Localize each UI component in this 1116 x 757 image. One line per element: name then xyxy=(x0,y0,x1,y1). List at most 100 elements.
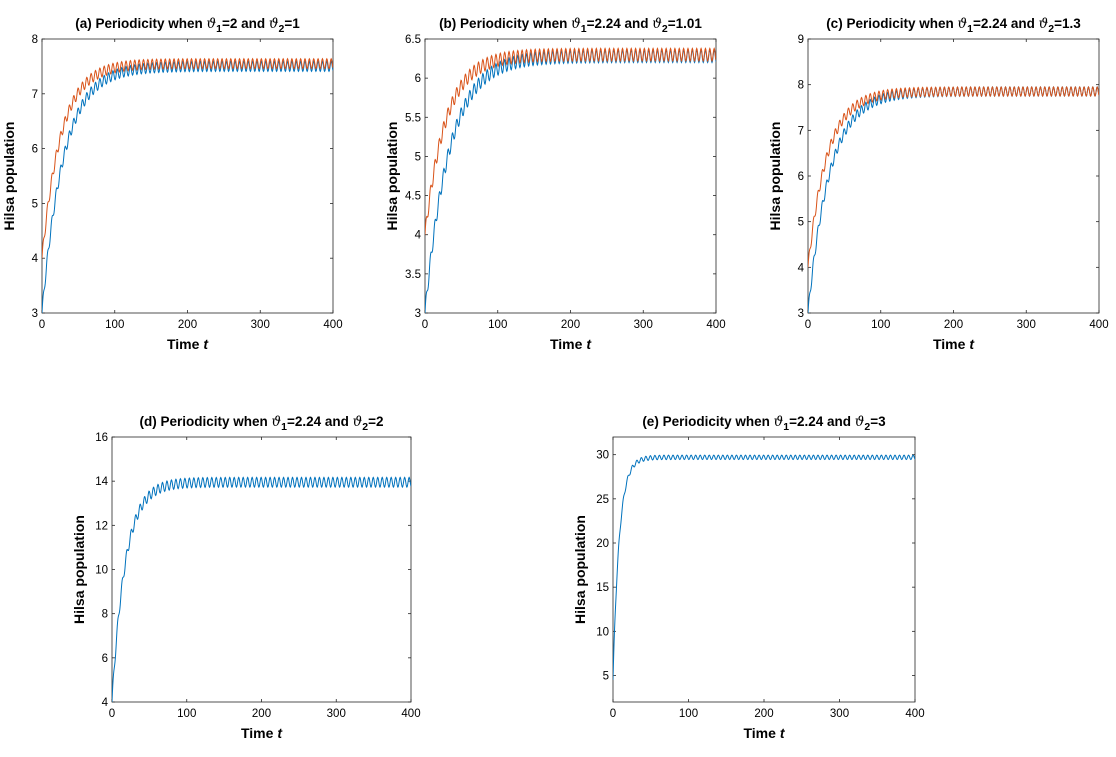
title-part: 2 xyxy=(279,23,285,35)
x-axis-label-text: Time xyxy=(933,336,966,352)
x-axis-label: Time t xyxy=(933,336,975,352)
y-tick-label: 16 xyxy=(95,432,108,444)
x-axis-label-text: Time xyxy=(167,336,200,352)
title-part: =2 xyxy=(368,414,383,429)
title-part: =2 and xyxy=(222,16,269,31)
title-part: (a) Periodicity when xyxy=(75,16,206,31)
y-tick-label: 8 xyxy=(32,34,38,46)
chart-panel-4: 0 100 200 300 400 5 10 15 20 25 30 (e) Periodicity … xyxy=(572,414,925,741)
x-tick-label: 0 xyxy=(39,319,45,331)
x-tick-label: 0 xyxy=(109,708,115,720)
x-axis-label: Time t xyxy=(167,336,209,352)
title-part: ϑ xyxy=(1039,16,1049,32)
title-part: 2 xyxy=(1048,23,1054,35)
y-tick-label: 7 xyxy=(32,89,38,101)
y-tick-label: 6.5 xyxy=(405,34,421,46)
title-part: 2 xyxy=(662,23,668,35)
title-part: =1 xyxy=(284,16,300,31)
y-tick-label: 5 xyxy=(603,671,609,683)
plot-area xyxy=(41,38,334,314)
series-line-blue xyxy=(42,60,333,313)
chart-title: (c) Periodicity when ϑ1=2.24 and ϑ2=1.3 xyxy=(826,16,1081,35)
y-tick-label: 7 xyxy=(798,125,804,137)
title-part: =1.3 xyxy=(1054,16,1081,31)
x-tick-label: 300 xyxy=(830,708,849,720)
series-line-orange xyxy=(808,85,1099,268)
y-tick-label: 3 xyxy=(32,308,38,320)
x-tick-label: 400 xyxy=(323,319,342,331)
y-tick-label: 10 xyxy=(596,626,609,638)
y-tick-label: 3.5 xyxy=(405,269,421,281)
x-tick-label: 0 xyxy=(422,319,428,331)
title-part: 1 xyxy=(581,23,587,35)
x-tick-label: 100 xyxy=(488,319,507,331)
chart-title: (b) Periodicity when ϑ1=2.24 and ϑ2=1.01 xyxy=(439,16,702,35)
x-axis-label-variable: t xyxy=(780,725,786,741)
x-tick-label: 200 xyxy=(754,708,773,720)
title-part: 1 xyxy=(216,23,222,35)
plot-area xyxy=(612,436,916,703)
x-axis-label-text: Time xyxy=(550,336,583,352)
y-axis-label: Hilsa population xyxy=(572,515,588,624)
y-tick-label: 30 xyxy=(596,450,609,462)
title-part: ϑ xyxy=(271,414,281,430)
title-part: ϑ xyxy=(353,414,363,430)
y-tick-label: 14 xyxy=(95,476,108,488)
series-line-blue xyxy=(112,476,411,702)
y-tick-label: 15 xyxy=(596,582,609,594)
x-tick-label: 400 xyxy=(706,319,725,331)
x-tick-label: 0 xyxy=(805,319,811,331)
y-tick-label: 20 xyxy=(596,538,609,550)
title-part: ϑ xyxy=(855,414,865,430)
x-axis-label: Time t xyxy=(241,725,283,741)
title-part: (b) Periodicity when xyxy=(439,16,571,31)
x-tick-label: 300 xyxy=(1017,319,1036,331)
y-tick-label: 4 xyxy=(102,697,109,709)
x-axis-label-variable: t xyxy=(586,336,592,352)
x-axis-label-variable: t xyxy=(969,336,975,352)
y-tick-label: 3 xyxy=(415,308,421,320)
x-tick-label: 200 xyxy=(178,319,197,331)
title-part: ϑ xyxy=(774,414,784,430)
chart-panel-0: 0 100 200 300 400 3 4 5 6 7 8 (a) Periodicity when … xyxy=(1,16,343,352)
chart-title: (e) Periodicity when ϑ1=2.24 and ϑ2=3 xyxy=(642,414,886,433)
title-part: =2.24 and xyxy=(287,414,353,429)
title-part: (d) Periodicity when xyxy=(139,414,271,429)
x-tick-label: 300 xyxy=(251,319,270,331)
y-axis-label: Hilsa population xyxy=(384,122,400,231)
title-part: 1 xyxy=(783,421,789,433)
title-part: =3 xyxy=(870,414,886,429)
title-part: 1 xyxy=(967,23,973,35)
x-axis-label-variable: t xyxy=(277,725,283,741)
x-tick-label: 100 xyxy=(679,708,698,720)
x-axis-label: Time t xyxy=(743,725,785,741)
title-part: ϑ xyxy=(957,16,967,32)
x-tick-label: 0 xyxy=(610,708,616,720)
title-part: =2.24 and xyxy=(587,16,653,31)
y-tick-label: 4.5 xyxy=(405,191,421,203)
y-tick-label: 5.5 xyxy=(405,112,421,124)
series-line-blue xyxy=(613,454,915,680)
title-part: =2.24 and xyxy=(789,414,855,429)
title-part: (c) Periodicity when xyxy=(826,16,957,31)
x-tick-label: 400 xyxy=(401,708,420,720)
x-tick-label: 100 xyxy=(105,319,124,331)
y-tick-label: 3 xyxy=(798,308,804,320)
x-tick-label: 300 xyxy=(634,319,653,331)
x-tick-label: 200 xyxy=(944,319,963,331)
y-tick-label: 5 xyxy=(798,217,804,229)
y-tick-label: 6 xyxy=(798,171,804,183)
y-tick-label: 6 xyxy=(32,144,38,156)
y-tick-label: 4 xyxy=(32,253,39,265)
title-part: =1.01 xyxy=(668,16,703,31)
y-tick-label: 8 xyxy=(102,609,108,621)
x-tick-label: 400 xyxy=(1089,319,1108,331)
y-axis-label: Hilsa population xyxy=(767,122,783,231)
series-line-orange xyxy=(42,57,333,259)
chart-title: (a) Periodicity when ϑ1=2 and ϑ2=1 xyxy=(75,16,300,35)
title-part: ϑ xyxy=(652,16,662,32)
plot-area xyxy=(807,38,1100,314)
y-tick-label: 10 xyxy=(95,565,108,577)
